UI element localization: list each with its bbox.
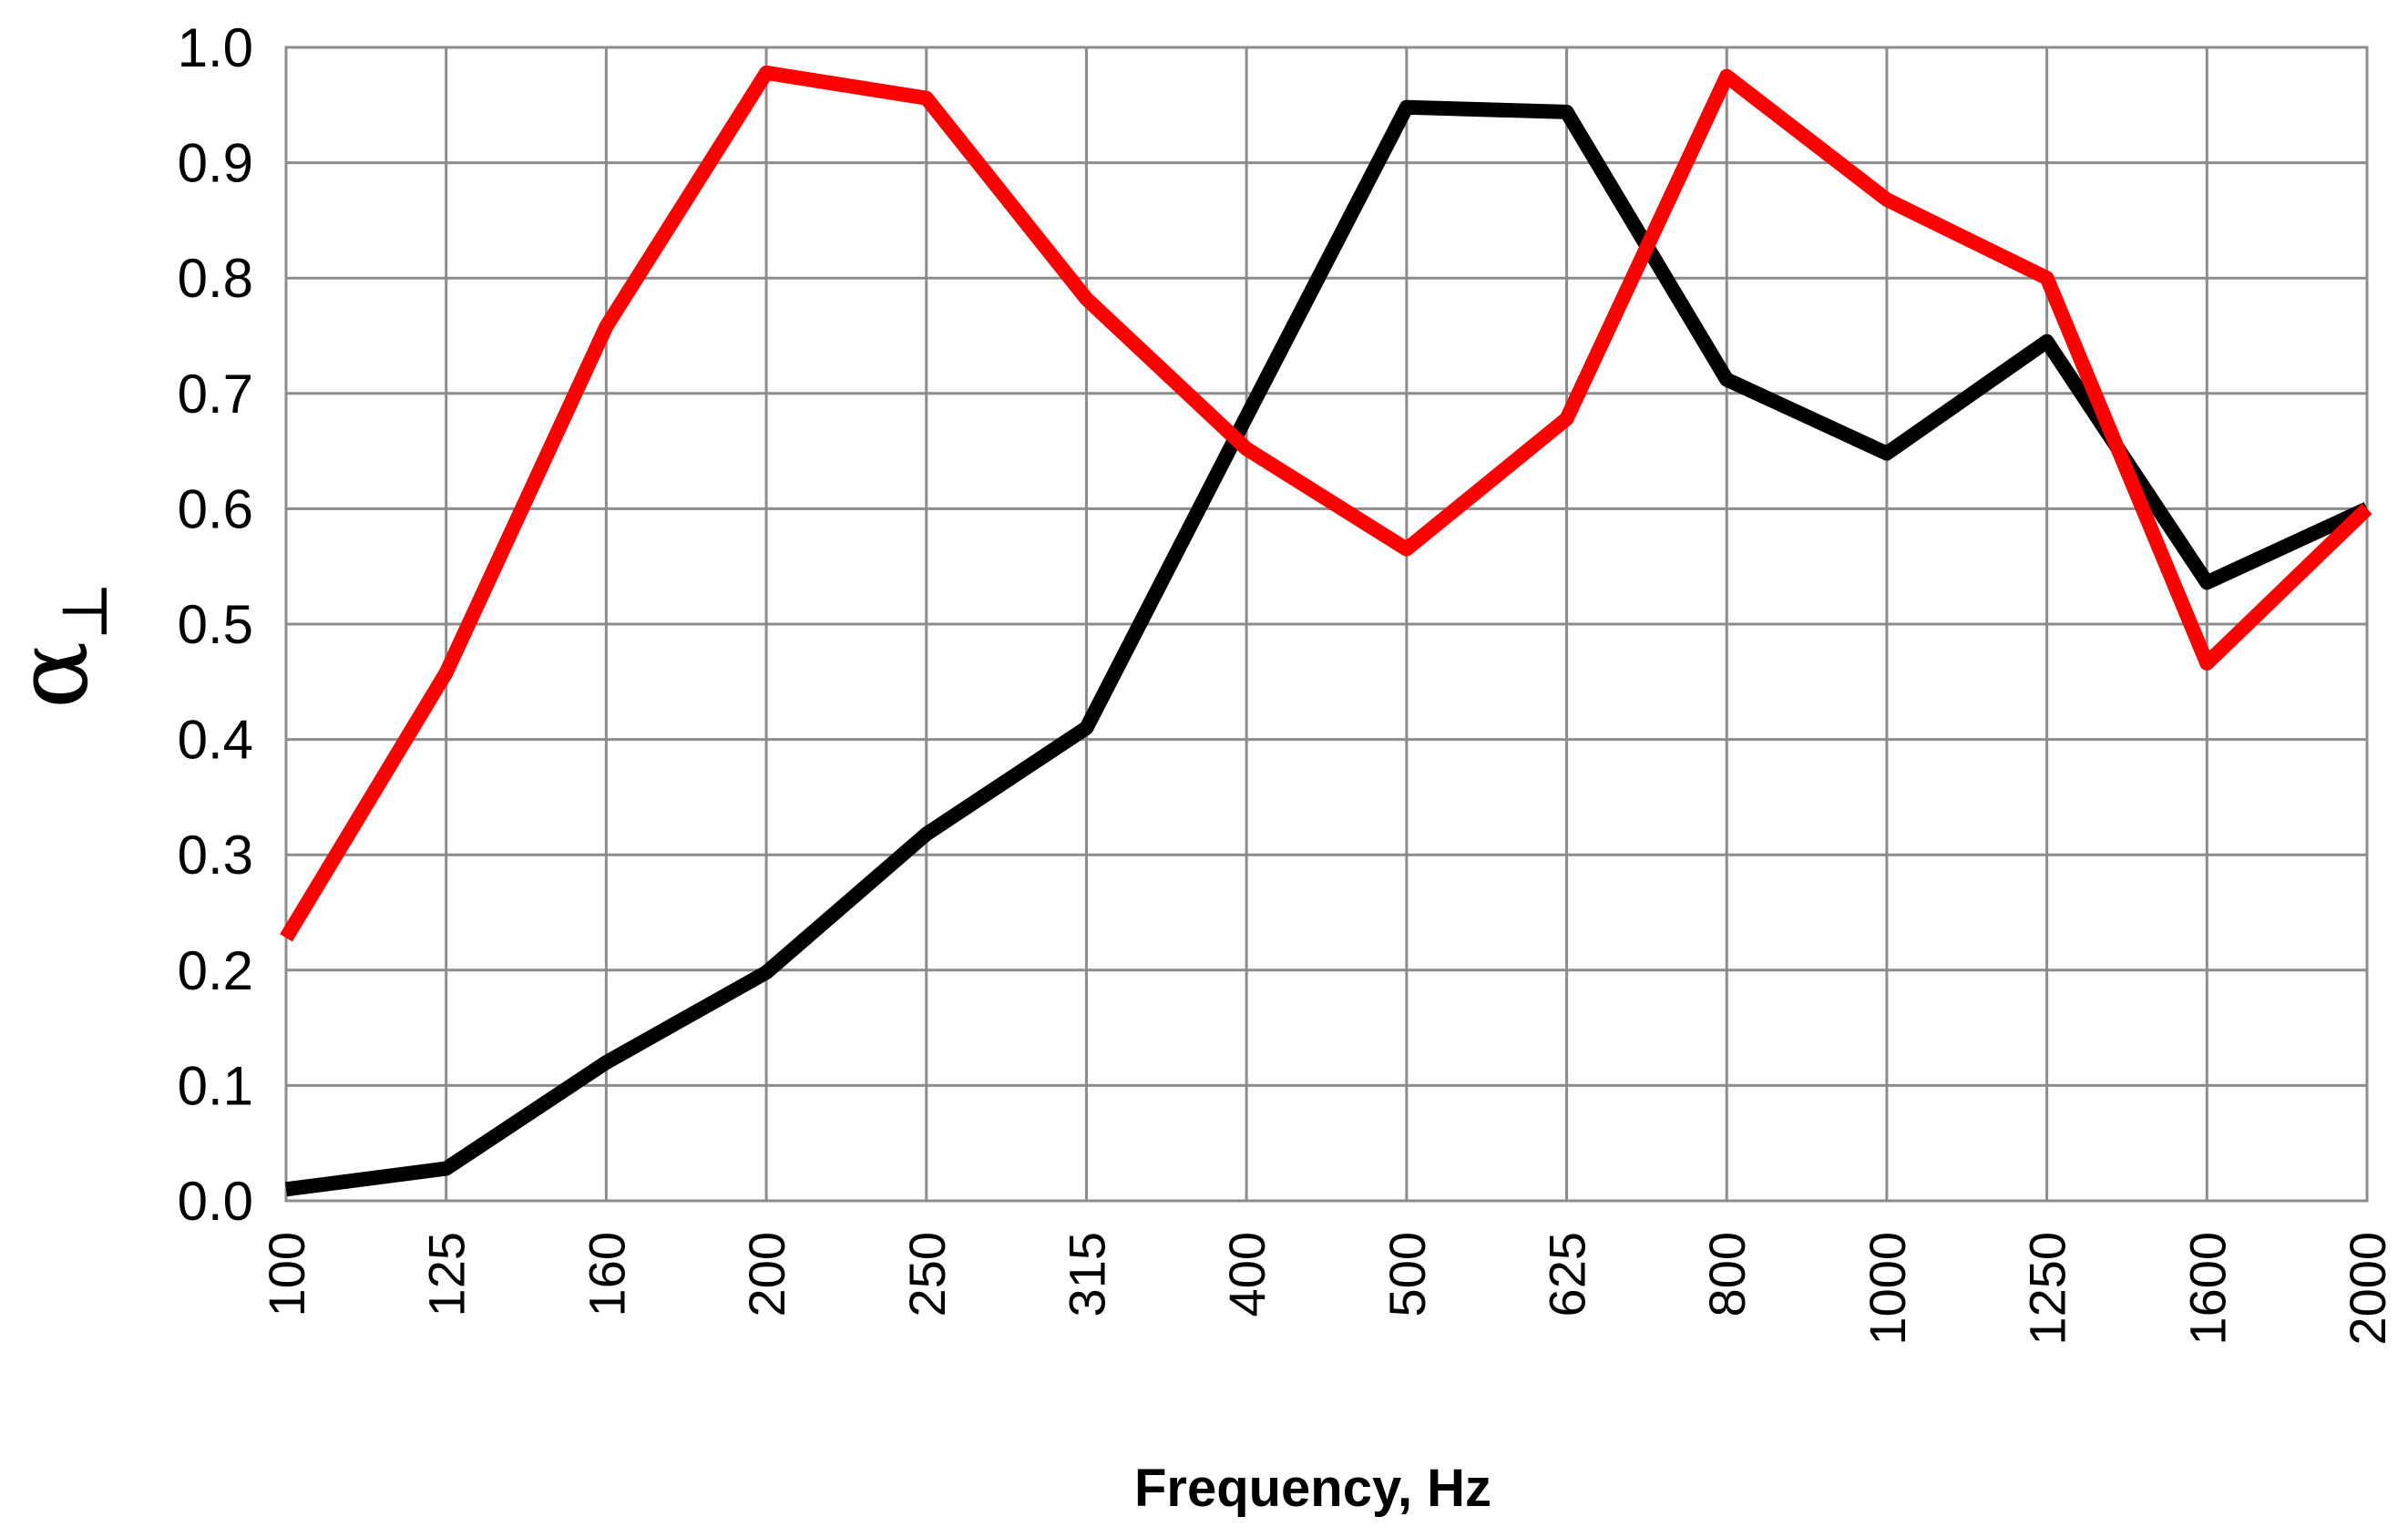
- y-axis-tick-labels: 0.0 0.1 0.2 0.3 0.4 0.5 0.6 0.7 0.8 0.9 1.0: [178, 17, 253, 1232]
- y-axis-title-subscript: ⊥: [47, 581, 122, 641]
- x-tick-label: 160: [578, 1232, 635, 1317]
- x-tick-label: 250: [898, 1232, 956, 1317]
- y-tick-label: 0.1: [178, 1055, 253, 1116]
- y-tick-label: 0.2: [178, 940, 253, 1001]
- x-axis-tick-labels: 100 125 160 200 250 315 400 500 625 800 1000 1250 16…: [258, 1232, 2396, 1346]
- y-tick-label: 0.6: [178, 478, 253, 539]
- y-tick-label: 0.0: [178, 1171, 253, 1232]
- plot-area-frame: [284, 46, 2369, 1203]
- y-tick-label: 0.7: [178, 364, 253, 425]
- y-tick-label: 0.5: [178, 594, 253, 655]
- x-tick-label: 1000: [1859, 1232, 1916, 1346]
- y-tick-label: 1.0: [178, 17, 253, 78]
- x-tick-label: 1250: [2019, 1232, 2076, 1346]
- x-tick-label: 2000: [2339, 1232, 2396, 1346]
- x-tick-label: 125: [418, 1232, 476, 1317]
- series-line-2: [280, 65, 2372, 942]
- x-tick-label: 800: [1698, 1232, 1756, 1317]
- x-tick-label: 625: [1539, 1232, 1596, 1317]
- y-axis-title: α⊥: [0, 581, 122, 709]
- x-tick-label: 100: [258, 1232, 315, 1317]
- x-tick-label: 1600: [2178, 1232, 2236, 1346]
- y-tick-label: 0.4: [178, 710, 253, 771]
- series-layer: [280, 65, 2372, 1197]
- x-axis-title: Frequency, Hz: [1134, 1459, 1491, 1518]
- y-axis-title-main: α: [0, 641, 110, 709]
- x-tick-label: 200: [738, 1232, 795, 1317]
- x-tick-label: 400: [1218, 1232, 1276, 1317]
- horizontal-gridlines: [286, 46, 2367, 1203]
- y-tick-label: 0.9: [178, 133, 253, 194]
- x-tick-label: 500: [1378, 1232, 1436, 1317]
- y-tick-label: 0.3: [178, 825, 253, 886]
- series-line-1: [284, 99, 2371, 1197]
- svg-text:α⊥: α⊥: [0, 581, 122, 709]
- y-tick-label: 0.8: [178, 248, 253, 309]
- x-tick-label: 315: [1058, 1232, 1115, 1317]
